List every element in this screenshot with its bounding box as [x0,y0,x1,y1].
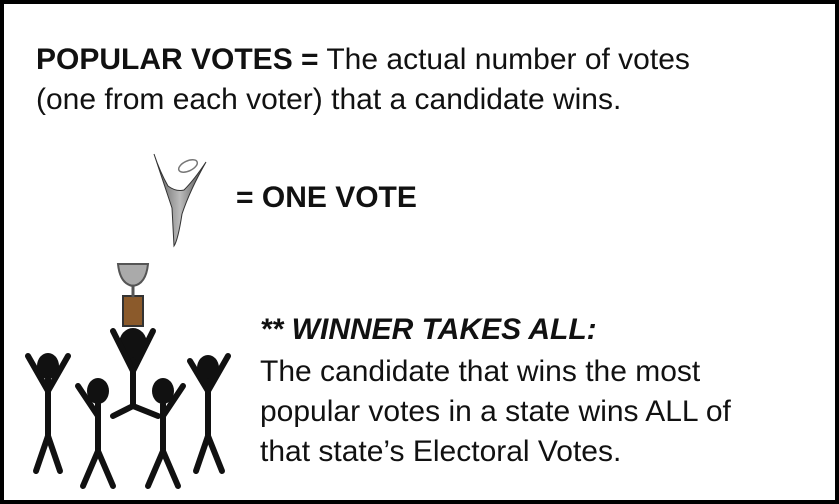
definition-text: The actual number of votes [326,43,690,76]
winner-text: popular votes in a state wins ALL of [260,394,731,430]
slide: POPULAR VOTES = The actual number of vot… [0,0,839,504]
term: POPULAR VOTES = [36,43,319,76]
definition-line: POPULAR VOTES = The actual number of vot… [36,42,690,78]
winner-heading: ** WINNER TAKES ALL: [260,312,597,348]
winner-text: that state’s Electoral Votes. [260,434,621,470]
winner-text: The candidate that wins the most [260,354,700,390]
icon-label: = ONE VOTE [236,180,417,216]
vote-icon [146,150,216,250]
winners-clipart [18,256,243,496]
definition-text: (one from each voter) that a candidate w… [36,82,621,118]
